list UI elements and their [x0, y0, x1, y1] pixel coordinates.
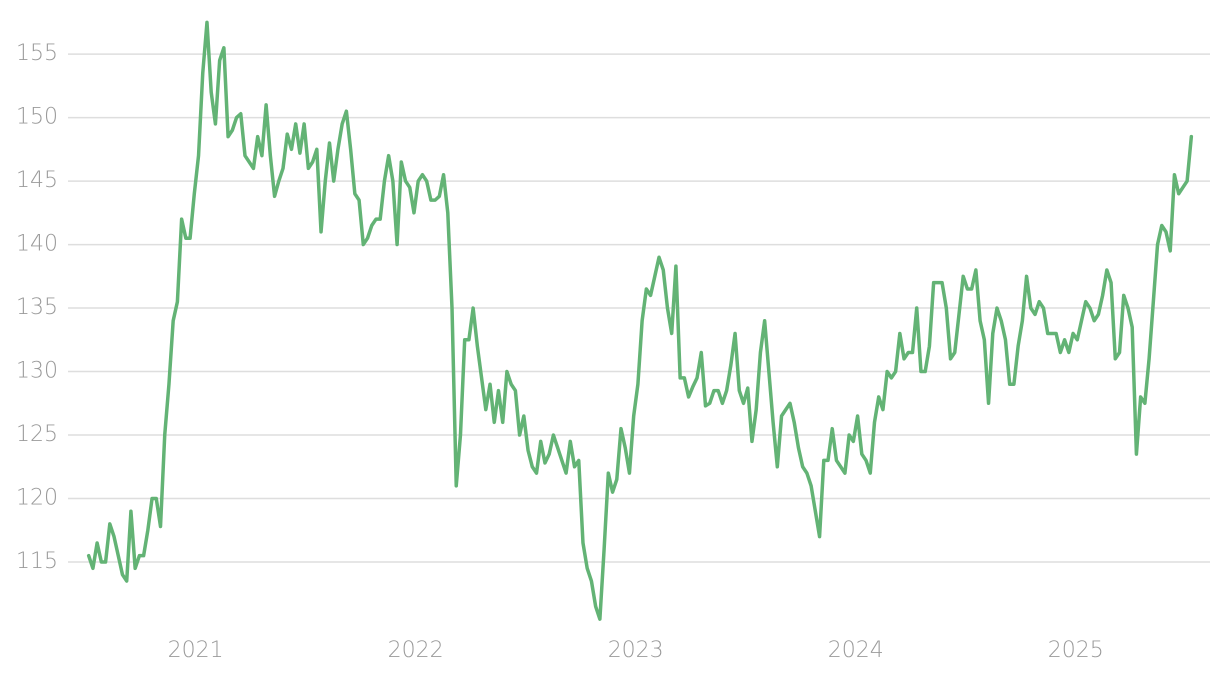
x-tick-label: 2021	[168, 638, 224, 663]
x-tick-label: 2025	[1048, 638, 1104, 663]
y-tick-label: 155	[16, 41, 58, 66]
x-tick-label: 2022	[388, 638, 444, 663]
price-line	[86, 20, 1194, 621]
x-tick-label: 2024	[828, 638, 884, 663]
y-tick-label: 135	[16, 295, 58, 320]
y-tick-label: 125	[16, 422, 58, 447]
y-tick-label: 115	[16, 549, 58, 574]
y-tick-label: 130	[16, 359, 58, 384]
y-tick-label: 140	[16, 232, 58, 257]
x-tick-label: 2023	[608, 638, 664, 663]
y-tick-label: 150	[16, 105, 58, 130]
y-tick-label: 120	[16, 486, 58, 511]
y-tick-label: 145	[16, 168, 58, 193]
